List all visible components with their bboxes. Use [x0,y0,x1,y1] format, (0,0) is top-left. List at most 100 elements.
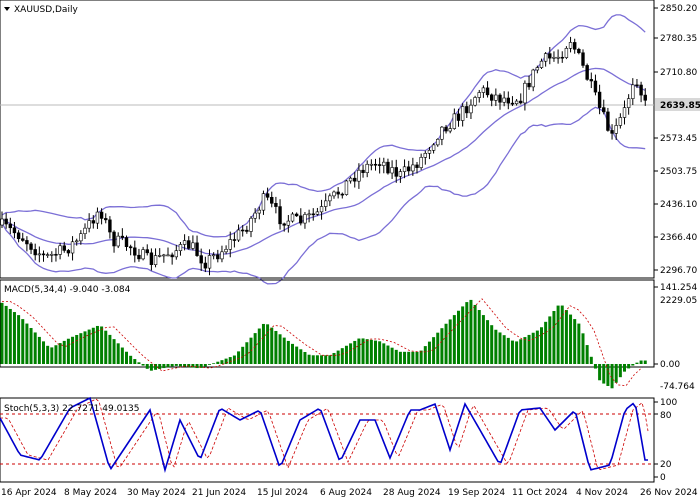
candle-body [25,240,29,245]
candle-body [274,203,278,207]
candle-body [241,229,245,232]
symbol-header[interactable]: XAUUSD,Daily [4,5,78,15]
candle-body [556,56,560,59]
macd-bar [12,312,16,364]
candle-body [141,249,145,260]
macd-bar [224,358,228,364]
candle-body [510,102,515,105]
macd-bar [365,339,369,364]
date-label: 15 Jul 2024 [257,488,308,498]
date-label: 30 May 2024 [127,488,186,498]
macd-bar [295,346,299,364]
candle-body [8,223,12,229]
macd-bar [535,330,539,364]
macd-bar [62,340,66,364]
macd-bar [556,305,560,364]
candle-body [178,244,183,252]
candle-body [411,164,415,172]
candle-body [639,84,643,96]
candle-body [506,97,510,104]
macd-bar [282,337,286,364]
macd-bar [457,310,460,364]
macd-panel[interactable]: MACD(5,34,4) -9.040 -3.084 141.254 0.00 … [0,279,697,392]
candle-body [597,91,602,108]
macd-bar [631,364,635,366]
macd-bar [203,364,207,367]
macd-bar [564,310,568,364]
macd-bar [390,347,394,364]
macd-bar [486,320,490,364]
candle-body [182,240,187,245]
macd-bar [37,336,41,364]
price-tick-label: 2850.20 [660,4,697,14]
candle-body [108,219,112,233]
date-label: 19 Sep 2024 [448,488,505,498]
macd-bar [477,310,481,364]
macd-bar [8,308,12,364]
price-panel[interactable]: XAUUSD,Daily 2850.20 2780.35 2710.80 263… [0,0,700,306]
macd-bar [349,343,353,364]
candle-body [382,161,386,166]
macd-bar [527,334,531,364]
price-tick-label: 2296.70 [660,266,697,276]
candle-body [228,239,232,250]
candle-body [290,213,295,222]
macd-bar [382,343,386,364]
candle-body [79,233,83,242]
price-panel-frame [0,0,655,279]
candle-body [643,94,647,101]
candle-body [286,220,291,226]
macd-bar [593,364,597,369]
candle-body [552,56,556,59]
candle-body [423,152,427,158]
dropdown-arrow-icon[interactable] [4,7,10,11]
macd-bar [120,347,124,364]
macd-bar [237,351,241,364]
candle-body [485,87,490,96]
macd-bar [436,332,440,364]
macd-bar [569,314,573,364]
candle-body [431,144,436,151]
candle-body [344,180,349,195]
macd-bar [452,315,456,364]
macd-bar [257,328,261,364]
macd-bar [369,339,373,364]
macd-bar [66,338,70,364]
macd-bar [502,335,506,364]
macd-bar [498,332,502,364]
macd-bar [461,306,465,364]
candle-body [631,84,635,99]
stoch-panel[interactable]: Stoch(5,3,3) 22.7271 49.0135 100 80 20 0 [0,396,677,483]
macd-bar [261,323,265,364]
macd-bar [315,355,319,364]
candle-body [406,166,411,172]
macd-bar [46,345,50,364]
candle-body [4,218,8,225]
price-tick-label: 2710.80 [660,68,697,78]
candle-body [187,240,191,249]
macd-bar [104,330,108,364]
candle-body [543,53,548,62]
macd-bar [112,339,116,364]
macd-bar [17,315,21,364]
macd-bar [374,340,377,364]
candle-body [336,191,340,195]
candle-body [568,42,573,49]
macd-bar [490,325,494,364]
macd-bar [0,302,4,364]
macd-bar [523,337,527,364]
macd-bar [141,364,145,366]
candle-body [265,193,270,198]
stochastic-lines [0,396,649,474]
candle-body [622,107,627,118]
macd-bar [548,316,552,364]
candle-body [390,167,394,174]
candle-body [128,246,133,249]
candle-body [377,164,382,166]
candle-body [427,150,432,154]
macd-bar [403,351,407,364]
macd-bar [71,336,75,364]
price-tick-label: 2229.05 [660,296,697,306]
candle-body [626,98,631,108]
